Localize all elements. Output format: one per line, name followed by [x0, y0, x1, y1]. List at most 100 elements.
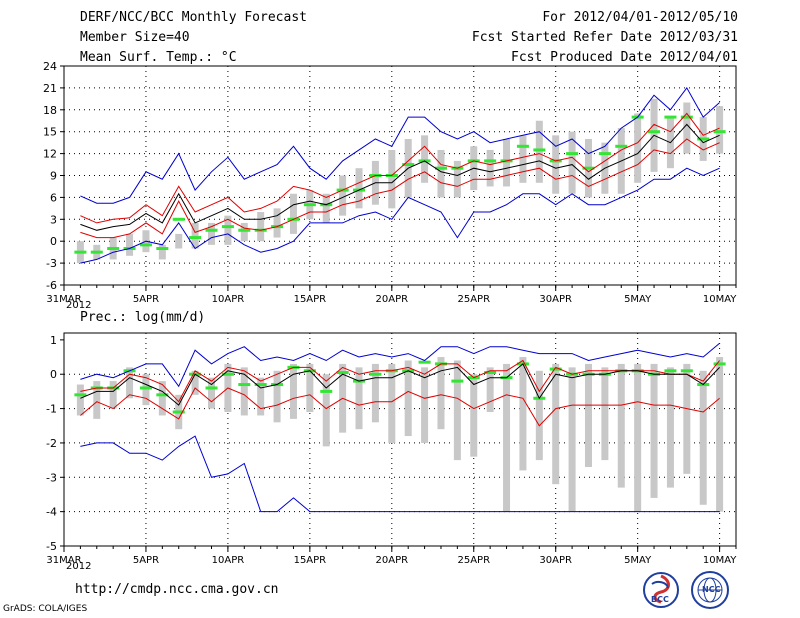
precip-spread-box [699, 370, 707, 505]
precip-ytick-label: -4 [46, 506, 57, 519]
temp-observed-mark [516, 144, 529, 148]
precip-year-label: 2012 [66, 561, 92, 572]
temp-series-mean [80, 123, 720, 231]
temp-ytick-label: 15 [43, 126, 57, 139]
precip-observed-mark [320, 389, 333, 393]
precip-spread-box [93, 381, 101, 419]
temp-spread-box [240, 222, 248, 242]
temp-spread-box [158, 244, 166, 260]
temp-spread-box [257, 212, 265, 242]
precip-spread-box [486, 367, 494, 413]
temp-observed-mark [664, 115, 677, 119]
precip-series-min [80, 435, 720, 513]
temp-observed-mark [303, 203, 316, 207]
precip-xtick-label: 15APR [294, 555, 327, 566]
precip-observed-mark [254, 383, 267, 387]
temp-spread-box [453, 160, 461, 198]
footer-url[interactable]: http://cmdp.ncc.cma.gov.cn [75, 582, 279, 597]
temp-observed-mark [713, 130, 726, 134]
temp-ytick-label: 9 [50, 170, 57, 183]
precip-observed-mark [713, 362, 726, 366]
temp-ytick-label: 0 [50, 235, 57, 248]
precip-observed-mark [336, 371, 349, 375]
temp-spread-box [388, 149, 396, 209]
precip-observed-mark [238, 383, 251, 387]
ncc-logo-text: NCC [702, 585, 721, 594]
precip-ytick-label: 0 [50, 368, 57, 381]
temp-observed-mark [205, 228, 218, 232]
temp-observed-mark [582, 166, 595, 170]
precip-observed-mark [418, 360, 431, 364]
precip-series-max [80, 342, 720, 388]
temp-ytick-label: 6 [50, 191, 57, 204]
precip-spread-box [716, 357, 724, 512]
temp-spread-box [716, 106, 724, 154]
temp-spread-box [683, 102, 691, 154]
forecast-started-date: Fcst Started Refer Date 2012/03/31 [471, 30, 738, 45]
precip-spread-box [650, 363, 658, 498]
precip-spread-box [601, 367, 609, 461]
temp-spread-box [126, 233, 134, 256]
precip-observed-mark [680, 369, 693, 373]
bcc-logo-text: BCC [651, 595, 669, 604]
precip-observed-mark [664, 369, 677, 373]
precip-spread-box [470, 374, 478, 457]
temp-spread-box [175, 233, 183, 249]
temp-observed-mark [221, 225, 234, 229]
precip-observed-mark [221, 372, 234, 376]
precip-spread-box [289, 363, 297, 419]
precip-ytick-label: -5 [46, 540, 57, 553]
temp-xtick-label: 10APR [212, 294, 245, 305]
precip-xtick-label: 10APR [212, 555, 245, 566]
precip-spread-box [371, 363, 379, 423]
temp-observed-mark [598, 152, 611, 156]
temp-xtick-label: 25APR [457, 294, 490, 305]
precip-observed-mark [205, 386, 218, 390]
precip-observed-mark [484, 371, 497, 375]
bcc-logo-icon: BCC [641, 570, 681, 610]
ncc-logo-icon: NCC [690, 570, 730, 610]
precip-observed-mark [549, 367, 562, 371]
temp-year-label: 2012 [66, 300, 92, 311]
precip-spread-box [273, 370, 281, 423]
temp-observed-mark [90, 250, 103, 254]
precip-xtick-label: 31MAR [46, 555, 81, 566]
precip-spread-box [109, 381, 117, 409]
temp-spread-box [634, 113, 642, 183]
precip-spread-box [355, 367, 363, 430]
precip-xtick-label: 30APR [539, 555, 572, 566]
temp-spread-box [519, 135, 527, 183]
temp-observed-mark [648, 130, 661, 134]
temp-spread-box [208, 222, 216, 245]
precip-spread-box [240, 367, 248, 416]
precip-series-lower [80, 387, 720, 427]
temp-spread-box [486, 149, 494, 187]
temp-xtick-label: 5MAY [624, 294, 652, 305]
forecast-period: For 2012/04/01-2012/05/10 [542, 10, 738, 25]
temp-ytick-label: 12 [43, 148, 57, 161]
grads-credit: GrADS: COLA/IGES [3, 604, 88, 614]
precip-spread-box [191, 370, 199, 395]
precip-series-mean [80, 363, 720, 406]
temp-spread-box [224, 215, 232, 245]
temp-observed-mark [680, 115, 693, 119]
variable-label: Mean Surf. Temp.: °C [80, 50, 237, 65]
precip-spread-box [158, 381, 166, 416]
precip-spread-box [142, 374, 150, 406]
precip-spread-box [126, 367, 134, 399]
precip-spread-box [76, 384, 84, 416]
temp-observed-mark [107, 247, 120, 250]
precip-ytick-label: -3 [46, 471, 57, 484]
temp-observed-mark [434, 166, 447, 170]
precip-spread-box [388, 363, 396, 443]
temp-series-min [80, 167, 720, 264]
temp-spread-box [191, 222, 199, 249]
precip-spread-box [306, 363, 314, 413]
precip-xtick-label: 5APR [133, 555, 159, 566]
precip-spread-box [437, 357, 445, 430]
temp-ytick-label: 21 [43, 82, 57, 95]
precip-spread-box [584, 363, 592, 467]
precip-spread-box [617, 363, 625, 488]
temp-xtick-label: 31MAR [46, 294, 81, 305]
precip-ytick-label: -2 [46, 437, 57, 450]
